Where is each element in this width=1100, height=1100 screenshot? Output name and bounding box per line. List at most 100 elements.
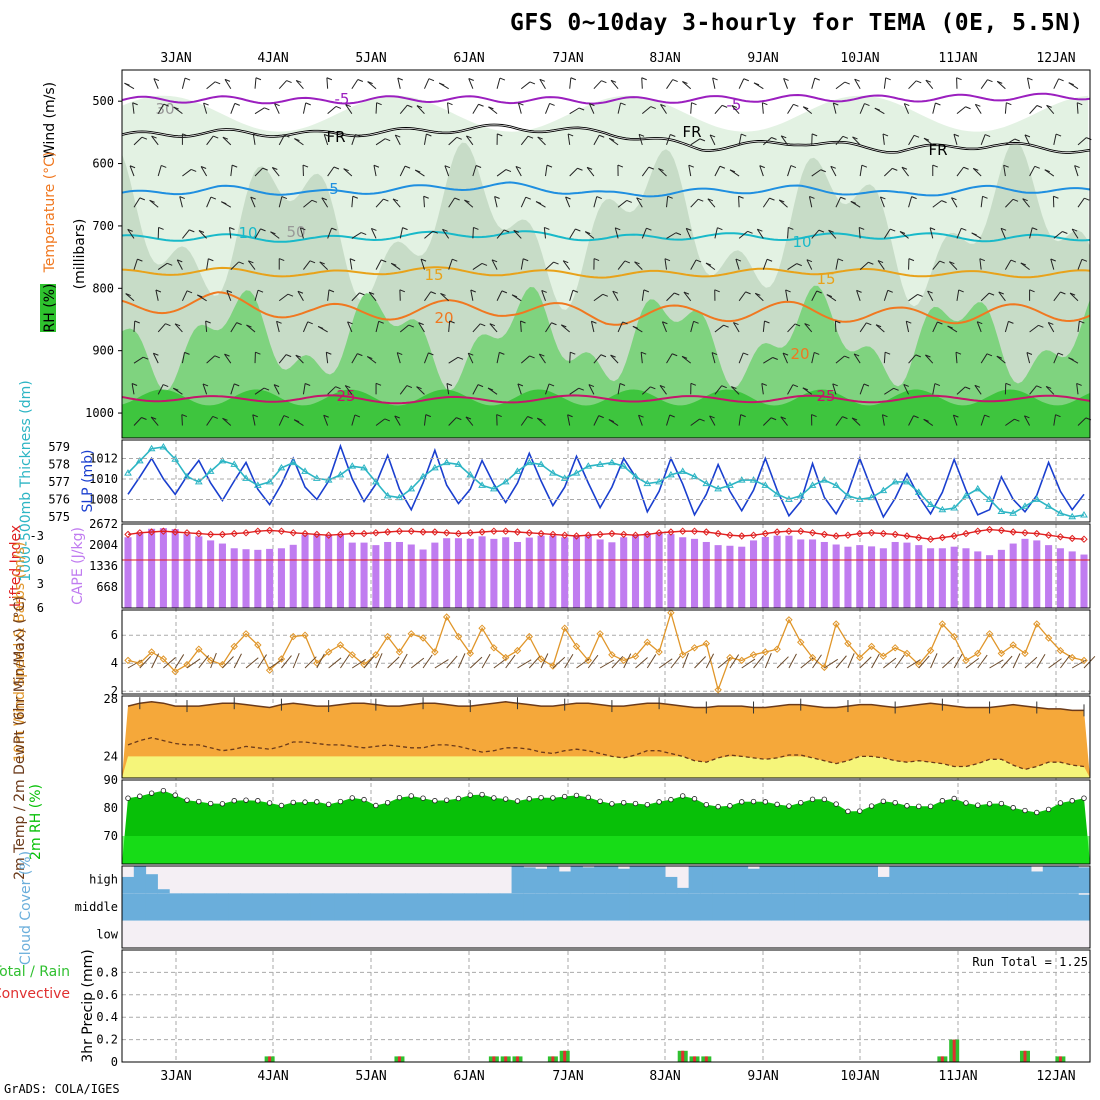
- li-point: [832, 532, 840, 540]
- wind-speed-point: [324, 648, 333, 656]
- li-tick: 0: [37, 553, 44, 567]
- wind-barb-flag: [596, 196, 602, 200]
- wind-barb-flag: [236, 322, 242, 326]
- wind-barb-flag: [851, 417, 858, 421]
- cloud-bar: [192, 893, 206, 921]
- wind-barb: [714, 385, 723, 395]
- wind-barb: [714, 166, 721, 177]
- contour-label: 20: [434, 309, 453, 327]
- cloud-bar: [936, 893, 949, 921]
- wind-barb: [276, 321, 280, 333]
- wind-barb: [832, 383, 837, 395]
- wind-barb: [830, 166, 837, 177]
- wind-barb: [980, 353, 988, 364]
- wind-barb-10m: [257, 654, 267, 669]
- wind-barb-flag: [456, 417, 462, 421]
- cloud-bar: [417, 893, 430, 921]
- wind-barb-flag: [319, 261, 325, 265]
- pressure-tick: 900: [92, 344, 114, 358]
- wind-speed-point: [1080, 656, 1088, 665]
- wind-barb-flag: [781, 135, 787, 139]
- rh-point: [243, 797, 249, 803]
- wind-barb-flag: [585, 231, 591, 235]
- precip-bar-convective: [693, 1056, 697, 1062]
- rh-tick: 90: [104, 773, 118, 787]
- footer-credit: GrADS: COLA/IGES: [4, 1082, 120, 1096]
- wind-barb: [811, 169, 822, 177]
- wind-barb-flag: [745, 291, 751, 295]
- cloud-row-bg: [122, 920, 1090, 948]
- cloud-bar: [794, 893, 808, 921]
- wind-barb-flag: [326, 351, 332, 355]
- wind-barb-flag: [695, 259, 702, 263]
- wind-speed-point: [513, 646, 522, 655]
- legend-wind: Wind (m/s): [42, 82, 58, 158]
- wind-barb-flag: [496, 414, 502, 417]
- wind-barb: [567, 414, 571, 426]
- rh-point: [408, 793, 414, 799]
- wind-barb: [852, 136, 861, 146]
- li-point: [667, 528, 675, 536]
- rh-point: [585, 794, 591, 801]
- wind-barb-flag: [766, 258, 773, 262]
- wind-barb-flag: [134, 320, 140, 324]
- li-point: [431, 528, 439, 536]
- wind-barb-flag: [1026, 352, 1033, 355]
- wind-barb-flag: [544, 227, 550, 230]
- wind-barb: [980, 134, 986, 146]
- wind-barb: [688, 165, 692, 177]
- wind-barb: [1077, 417, 1087, 426]
- wind-barb: [712, 77, 716, 89]
- wind-speed-point: [372, 651, 380, 659]
- precip-bar-convective: [681, 1050, 685, 1062]
- wind-barb: [1000, 228, 1006, 239]
- wind-barb: [203, 102, 208, 114]
- rh-point: [963, 800, 969, 806]
- wind-barb-flag: [1076, 382, 1082, 386]
- cape-bar: [289, 544, 297, 608]
- wind-barb-flag: [553, 261, 559, 265]
- wind-barb: [859, 165, 863, 177]
- wind-barb: [230, 103, 236, 114]
- cloud-bar: [747, 868, 760, 894]
- wind-barb-flag: [454, 197, 460, 201]
- rh-point: [975, 802, 981, 808]
- thickness-point: [903, 477, 911, 485]
- thickness-point: [726, 481, 734, 488]
- wind-barb-flag: [1008, 320, 1014, 324]
- wind-barb-flag: [200, 166, 207, 169]
- li-point: [442, 529, 451, 537]
- wind-barb: [733, 322, 740, 333]
- thickness-tick: 578: [48, 457, 70, 471]
- wind-barb-flag: [610, 79, 617, 83]
- wind-barb-flag: [1022, 198, 1028, 202]
- rh-point: [125, 795, 131, 801]
- wind-barb-flag: [731, 105, 737, 108]
- wind-barb-flag: [371, 227, 377, 231]
- wind-barb: [224, 79, 232, 89]
- thickness-point: [537, 460, 545, 467]
- wind-barb: [347, 321, 353, 333]
- wind-barb-flag: [600, 354, 607, 358]
- wind-barb: [252, 414, 256, 426]
- wind-barb-flag: [794, 323, 801, 327]
- wind-barb: [658, 168, 667, 177]
- cloud-bar: [322, 893, 335, 921]
- wind-barb: [1053, 231, 1063, 239]
- cloud-bar: [570, 893, 583, 921]
- wind-barb: [738, 291, 746, 302]
- wind-barb-flag: [229, 227, 235, 230]
- wind-barb-flag: [638, 133, 645, 137]
- wind-barb-flag: [974, 384, 981, 388]
- rh-axis-label: 2m RH (%): [28, 784, 44, 860]
- wind-speed-point: [395, 648, 404, 656]
- wind-barb-flag: [837, 258, 844, 262]
- wind-barb: [929, 227, 934, 239]
- wind-barb-flag: [163, 384, 169, 388]
- contour-label: 15: [816, 270, 835, 288]
- wind-barb: [181, 414, 183, 426]
- rh-band-90: [122, 389, 1090, 438]
- wind-barb-flag: [286, 80, 292, 84]
- wind-barb-flag: [328, 289, 335, 293]
